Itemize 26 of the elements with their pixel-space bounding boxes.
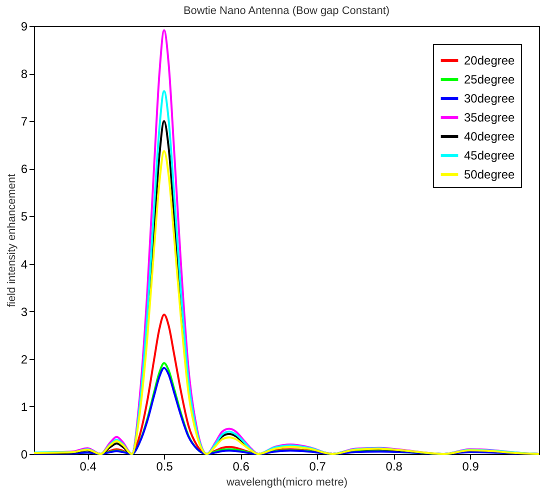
x-tick-label: 0.9 (462, 460, 480, 474)
y-tick-label: 0 (20, 448, 28, 462)
y-tick-label: 8 (20, 67, 28, 82)
x-axis-title: wavelength(micro metre) (225, 476, 348, 488)
x-tick-label: 0.8 (386, 460, 403, 474)
chart-title: Bowtie Nano Antenna (Bow gap Constant) (183, 5, 390, 17)
legend-label: 25degree (464, 72, 516, 86)
legend-label: 45degree (464, 148, 516, 162)
y-tick-label: 5 (20, 210, 28, 224)
y-tick-label: 3 (20, 304, 28, 319)
legend-label: 30degree (464, 92, 516, 106)
x-tick-label: 0.5 (156, 460, 174, 474)
legend-label: 40degree (464, 130, 516, 144)
y-tick-label: 2 (20, 352, 28, 366)
x-tick-label: 0.6 (232, 460, 250, 474)
y-tick-label: 1 (20, 400, 28, 414)
legend-label: 50degree (464, 168, 516, 182)
y-tick-label: 4 (20, 257, 28, 272)
legend-label: 35degree (464, 110, 516, 124)
legend-label: 20degree (464, 54, 516, 68)
y-axis-title: field intensity enhancement (6, 174, 18, 308)
y-tick-label: 7 (20, 114, 28, 129)
x-tick-label: 0.4 (80, 460, 97, 474)
y-tick-label: 9 (20, 20, 28, 34)
x-tick-label: 0.7 (309, 460, 326, 474)
y-tick-label: 6 (20, 162, 28, 176)
